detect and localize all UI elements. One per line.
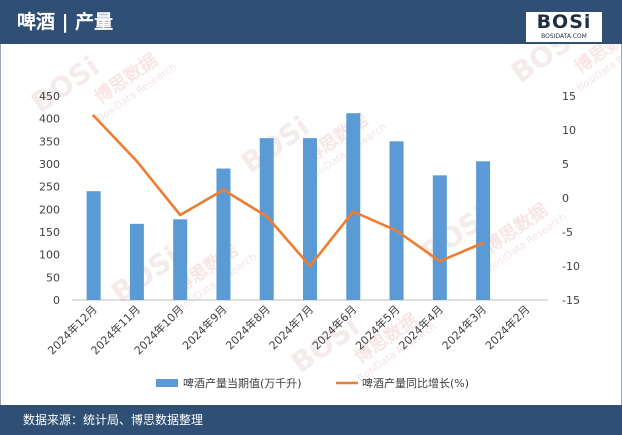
line-point	[308, 264, 312, 268]
logo-text: BOSi	[536, 11, 592, 33]
bar	[303, 138, 317, 300]
y-left-tick-label: 450	[39, 90, 60, 103]
x-tick-label: 2024年8月	[223, 302, 273, 352]
x-tick-label: 2024年2月	[482, 302, 532, 352]
line-point	[481, 241, 485, 245]
bar	[129, 223, 144, 300]
legend-line-label: 啤酒产量同比增长(%)	[362, 376, 469, 390]
bar	[432, 175, 447, 300]
footer-bar: 数据来源：统计局、博思数据整理	[0, 405, 622, 435]
bar	[259, 138, 274, 300]
y-left-tick-label: 300	[39, 158, 60, 171]
line-point	[178, 213, 182, 217]
watermark-logo: BOSi	[25, 50, 105, 120]
y-left-tick-label: 400	[39, 113, 60, 126]
bar	[216, 168, 231, 300]
line-point	[222, 188, 225, 192]
growth-line	[92, 114, 484, 268]
bar	[389, 141, 404, 300]
y-left-tick-label: 50	[46, 271, 60, 284]
y-right-tick-label: -15	[562, 294, 580, 307]
line-point	[351, 210, 355, 214]
bar-series	[86, 113, 491, 300]
y-left-tick-label: 250	[39, 181, 60, 194]
y-right-tick-label: -10	[562, 260, 580, 273]
data-source-note: 数据来源：统计局、博思数据整理	[23, 413, 204, 427]
line-point	[135, 159, 139, 163]
y-left-tick-label: 100	[39, 249, 60, 262]
legend-bar-label: 啤酒产量当期值(万千升)	[183, 376, 302, 390]
y-left-tick-label: 200	[39, 203, 60, 216]
bar	[86, 191, 101, 300]
y-left-tick-label: 350	[39, 135, 60, 148]
watermark-logo: BOSi	[505, 44, 585, 90]
chart-title: 啤酒 | 产量	[17, 11, 114, 33]
line-point	[395, 229, 398, 233]
bar	[346, 113, 361, 300]
line-point	[265, 214, 269, 218]
line-series	[92, 114, 485, 268]
y-right-tick-label: 10	[562, 124, 576, 137]
bar	[173, 219, 188, 300]
y-right-tick-label: 15	[562, 90, 576, 103]
legend: 啤酒产量当期值(万千升) 啤酒产量同比增长(%)	[156, 376, 469, 390]
bosi-logo: BOSi BOSIDATA.COM	[526, 12, 602, 42]
y-left-tick-label: 150	[39, 226, 60, 239]
line-point	[92, 114, 96, 118]
y-right-tick-label: -5	[562, 226, 573, 239]
legend-bar-swatch	[156, 379, 178, 387]
header-bar: 啤酒 | 产量 BOSi BOSIDATA.COM	[0, 0, 622, 44]
x-tick-label: 2024年3月	[439, 302, 489, 352]
line-point	[438, 259, 442, 263]
y-left-tick-label: 0	[53, 294, 60, 307]
y-right-tick-label: 5	[562, 158, 569, 171]
y-right-tick-label: 0	[562, 192, 569, 205]
bar	[476, 161, 491, 300]
logo-subtext: BOSIDATA.COM	[541, 33, 587, 40]
